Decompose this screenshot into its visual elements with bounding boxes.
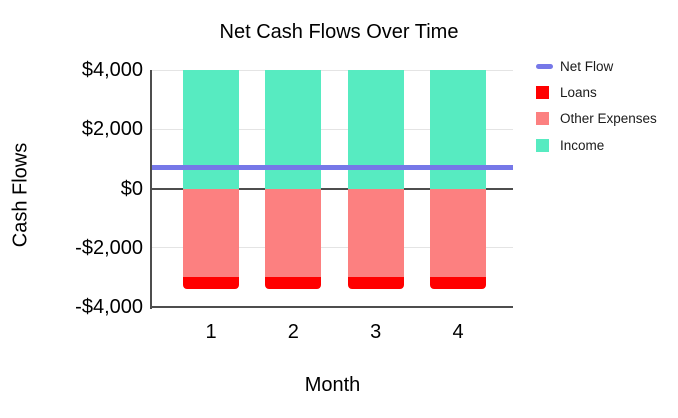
legend-box-swatch-other-expenses	[536, 112, 549, 126]
bar-segment-income[interactable]	[430, 70, 486, 189]
legend-item-loans[interactable]: Loans	[536, 79, 657, 105]
x-tick-label: 4	[452, 321, 464, 343]
bar-segment-income[interactable]	[347, 70, 404, 189]
y-tick-label: $4,000	[81, 59, 143, 81]
legend-item-net-flow[interactable]: Net Flow	[536, 53, 657, 79]
legend-swatch-wrap	[536, 138, 553, 152]
gridline	[152, 69, 513, 71]
x-tick-label: 1	[205, 321, 217, 343]
y-axis-title: Cash Flows	[9, 142, 32, 248]
gridline	[152, 187, 513, 190]
legend-line-swatch-net-flow	[536, 63, 553, 69]
legend-item-label: Net Flow	[560, 58, 614, 74]
bar-segment-loans[interactable]	[430, 277, 486, 290]
legend-item-income[interactable]: Income	[536, 132, 657, 158]
gridline	[152, 128, 513, 130]
legend-box-swatch-loans	[536, 86, 549, 100]
gridline	[152, 247, 513, 249]
chart-title: Net Cash Flows Over Time	[219, 21, 459, 43]
x-axis-title: Month	[304, 374, 361, 396]
bar-segment-income[interactable]	[265, 70, 322, 189]
x-tick-label: 2	[287, 321, 299, 343]
bar-segment-other-expenses[interactable]	[430, 188, 486, 278]
legend-item-label: Other Expenses	[560, 111, 657, 127]
bar-segment-other-expenses[interactable]	[347, 188, 404, 278]
legend-swatch-wrap	[536, 112, 553, 126]
gridlines-layer	[152, 69, 513, 308]
legend-swatch-wrap	[536, 63, 553, 69]
legend-item-label: Income	[560, 137, 605, 153]
y-axis-line	[150, 70, 152, 309]
bar-segment-loans[interactable]	[183, 277, 239, 290]
bar-segment-income[interactable]	[183, 70, 239, 189]
legend-box-swatch-income	[536, 138, 549, 152]
x-tick-label: 3	[370, 321, 382, 343]
gridline	[152, 306, 513, 308]
bar-segment-other-expenses[interactable]	[265, 188, 322, 278]
bar-segment-other-expenses[interactable]	[183, 188, 239, 278]
legend-swatch-wrap	[536, 86, 553, 100]
net-flow-line	[152, 165, 513, 171]
legend: Net Flow Loans Other Expenses Income	[536, 53, 657, 159]
y-tick-label: $0	[120, 177, 143, 200]
y-tick-label: -$2,000	[75, 236, 143, 259]
bar-segment-loans[interactable]	[265, 277, 322, 290]
bar-segment-loans[interactable]	[347, 277, 404, 290]
legend-item-other-expenses[interactable]: Other Expenses	[536, 106, 657, 132]
plot-area	[152, 69, 513, 308]
legend-item-label: Loans	[560, 85, 597, 101]
y-tick-label: -$4,000	[75, 296, 143, 318]
bars-layer	[152, 70, 513, 307]
y-tick-label: $2,000	[81, 118, 143, 141]
